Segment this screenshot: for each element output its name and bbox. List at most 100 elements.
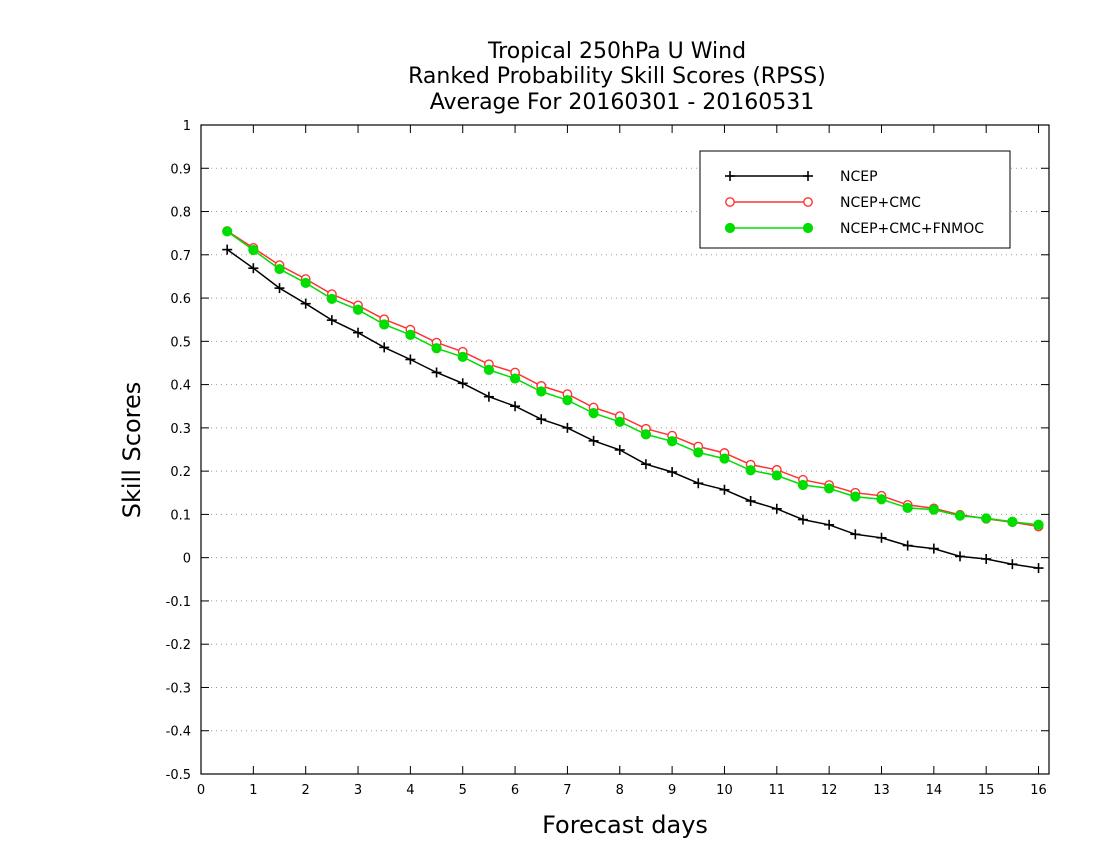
data-point-ncep — [326, 315, 337, 326]
data-point-ncep — [824, 519, 835, 530]
data-point-ncep — [771, 503, 782, 514]
data-point-ncep — [588, 435, 599, 446]
data-point-ncep — [248, 263, 259, 274]
data-point-ncep-cmc-fnmoc — [536, 386, 547, 397]
legend-marker-ncep-cmc-fnmoc — [802, 222, 814, 234]
data-point-ncep-cmc-fnmoc — [797, 479, 809, 491]
series-line-ncep — [226, 248, 1039, 569]
data-point-ncep-cmc-fnmoc — [1007, 516, 1018, 527]
x-tick-label: 9 — [668, 783, 676, 798]
x-tick-label: 6 — [511, 783, 519, 798]
y-tick-label: 0.4 — [170, 379, 191, 394]
data-point-ncep-cmc-fnmoc — [509, 373, 521, 384]
legend-box — [699, 150, 1011, 249]
y-axis-label: Skill Scores — [118, 382, 146, 519]
gridlines — [201, 167, 1049, 732]
data-point-ncep — [222, 244, 233, 255]
data-point-ncep — [379, 342, 390, 353]
x-tick-label: 16 — [1030, 783, 1047, 798]
x-tick-label: 2 — [302, 783, 310, 798]
series-ncep-cmc — [222, 226, 1044, 532]
series-layer — [222, 226, 1044, 574]
data-point-ncep — [274, 283, 285, 294]
data-point-ncep — [483, 391, 494, 402]
x-tick-label: 12 — [821, 783, 838, 798]
x-tick-label: 10 — [716, 783, 733, 798]
axes: -0.5 -0.4 -0.3 -0.2 -0.1 0 0.1 0.2 0.3 0.4 0.5 0.6 0… — [166, 119, 1049, 798]
plot-frame — [200, 124, 1050, 775]
data-point-ncep-cmc-fnmoc — [1033, 519, 1044, 530]
y-tick-label: -0.1 — [166, 595, 191, 610]
title-line-3: Average For 20160301 - 20160531 — [430, 90, 815, 115]
y-tick-label: -0.5 — [166, 768, 191, 783]
x-tick-label: 13 — [873, 783, 890, 798]
y-tick-label: 0.8 — [170, 206, 191, 221]
data-point-ncep — [981, 553, 992, 564]
data-point-ncep-cmc-fnmoc — [981, 513, 992, 524]
data-point-ncep-cmc-fnmoc — [300, 277, 311, 289]
data-point-ncep-cmc-fnmoc — [588, 408, 599, 419]
legend-entries: NCEP NCEP+CMC NCEP+CMC+FNMOC — [724, 169, 984, 237]
x-axis-label: Forecast days — [542, 811, 708, 839]
data-point-ncep — [745, 495, 756, 506]
y-tick-label: 0.3 — [170, 422, 191, 437]
x-tick-label: 8 — [616, 783, 624, 798]
data-point-ncep — [928, 543, 939, 554]
data-point-ncep-cmc-fnmoc — [824, 483, 835, 494]
data-point-ncep-cmc-fnmoc — [483, 364, 495, 375]
legend-label-ncep: NCEP — [840, 169, 878, 185]
y-tick-label: 0.2 — [170, 465, 191, 480]
data-point-ncep — [562, 422, 573, 433]
data-point-ncep — [457, 378, 468, 389]
data-point-ncep — [850, 529, 861, 540]
data-point-ncep — [300, 298, 311, 309]
x-tick-label: 15 — [978, 783, 995, 798]
x-tick-label: 0 — [197, 783, 205, 798]
x-tick-label: 3 — [354, 783, 362, 798]
legend-entry-ncep: NCEP — [725, 169, 878, 185]
data-point-ncep-cmc-fnmoc — [719, 453, 730, 464]
legend: NCEP NCEP+CMC NCEP+CMC+FNMOC — [699, 150, 1011, 249]
data-point-ncep-cmc-fnmoc — [902, 502, 913, 514]
data-point-ncep — [640, 459, 651, 470]
data-point-ncep — [405, 354, 416, 365]
y-tick-label: 1 — [183, 119, 191, 134]
legend-marker-ncep — [725, 171, 735, 181]
series-line-ncep-cmc — [226, 230, 1039, 528]
data-point-ncep — [1033, 563, 1044, 574]
series-ncep — [222, 244, 1044, 574]
data-point-ncep-cmc-fnmoc — [667, 436, 678, 447]
legend-label-ncep-cmc: NCEP+CMC — [840, 195, 921, 211]
data-point-ncep — [431, 367, 442, 378]
data-point-ncep — [876, 532, 887, 543]
data-point-ncep — [667, 466, 678, 477]
data-point-ncep — [902, 540, 913, 551]
title-line-2: Ranked Probability Skill Scores (RPSS) — [408, 64, 826, 89]
chart-title: Tropical 250hPa U Wind Ranked Probabilit… — [408, 39, 826, 115]
data-point-ncep-cmc-fnmoc — [850, 491, 861, 502]
data-point-ncep-cmc-fnmoc — [352, 304, 364, 315]
data-point-ncep-cmc-fnmoc — [326, 293, 337, 305]
x-tick-label: 5 — [459, 783, 467, 798]
x-tick-label: 14 — [926, 783, 943, 798]
data-point-ncep — [797, 514, 808, 525]
y-tick-label: -0.2 — [166, 638, 191, 653]
data-point-ncep-cmc-fnmoc — [222, 226, 233, 237]
data-point-ncep-cmc-fnmoc — [379, 319, 390, 330]
data-point-ncep-cmc-fnmoc — [771, 470, 782, 481]
data-point-ncep-cmc-fnmoc — [274, 263, 285, 275]
data-point-ncep — [353, 327, 364, 338]
legend-marker-ncep-cmc-fnmoc — [724, 222, 736, 234]
data-point-ncep — [536, 414, 547, 425]
legend-entry-ncep-cmc: NCEP+CMC — [725, 195, 921, 211]
data-point-ncep-cmc-fnmoc — [405, 329, 416, 340]
y-tick-label: 0.6 — [170, 292, 191, 307]
data-point-ncep-cmc-fnmoc — [562, 395, 573, 406]
data-point-ncep-cmc-fnmoc — [745, 465, 756, 476]
data-point-ncep-cmc-fnmoc — [431, 343, 442, 354]
data-point-ncep-cmc-fnmoc — [876, 494, 887, 505]
legend-marker-ncep-cmc — [725, 197, 735, 207]
data-point-ncep — [1007, 559, 1018, 570]
data-point-ncep — [510, 401, 521, 412]
